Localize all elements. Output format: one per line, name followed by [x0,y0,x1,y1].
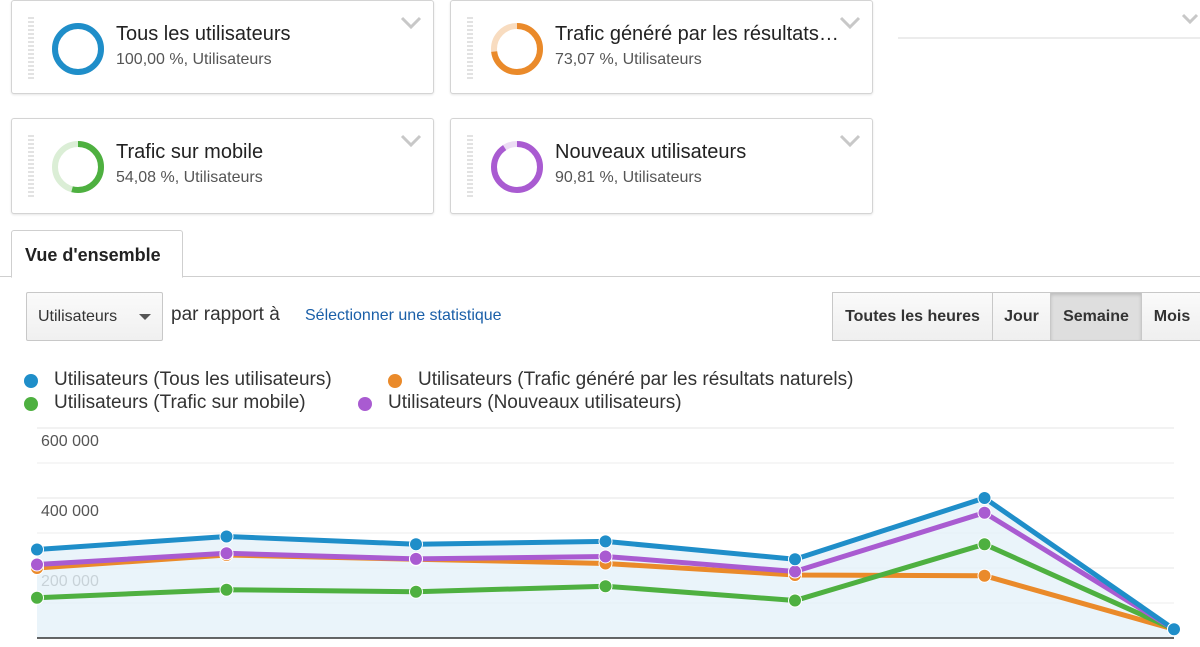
data-point [219,546,234,561]
segment-card-new-users[interactable]: Nouveaux utilisateurs 90,81 %, Utilisate… [450,118,873,214]
y-tick-label: 600 000 [41,433,99,450]
data-point [219,529,234,544]
segment-ring-icon [52,23,104,75]
data-point [409,584,423,599]
data-point [409,537,423,552]
tab-overview[interactable]: Vue d'ensemble [11,230,183,278]
segment-title: Trafic généré par les résultats naturels [555,23,840,45]
data-point [598,549,613,564]
data-point [30,542,44,557]
drag-handle-icon[interactable] [467,135,473,199]
chevron-down-icon[interactable] [838,15,862,31]
data-point [788,593,802,608]
segment-subtitle: 73,07 %, Utilisateurs [555,51,702,68]
caret-down-icon [139,314,151,320]
granularity-hourly-button[interactable]: Toutes les heures [832,292,993,341]
segment-ring-icon [491,141,543,193]
legend-dot-icon [358,397,372,411]
legend-label: Utilisateurs (Tous les utilisateurs) [54,369,332,390]
data-point [977,568,992,583]
segment-title: Tous les utilisateurs [116,23,291,45]
empty-segment-slot[interactable] [898,37,1200,39]
data-point [598,579,613,594]
legend-dot-icon [388,374,402,388]
compare-label: par rapport à [171,304,280,325]
segment-card-mobile-traffic[interactable]: Trafic sur mobile 54,08 %, Utilisateurs [11,118,434,214]
granularity-month-button[interactable]: Mois [1141,292,1200,341]
data-point [409,551,423,566]
drag-handle-icon[interactable] [467,17,473,81]
legend-label: Utilisateurs (Nouveaux utilisateurs) [388,392,682,413]
chevron-down-icon[interactable] [1180,12,1200,26]
segment-ring-icon [52,141,104,193]
metric-select[interactable]: Utilisateurs [26,292,163,341]
select-metric-link[interactable]: Sélectionner une statistique [305,307,502,324]
legend-dot-icon [24,374,38,388]
data-point [977,505,992,520]
data-point [788,564,802,579]
segment-subtitle: 100,00 %, Utilisateurs [116,51,272,68]
metric-select-value: Utilisateurs [38,308,118,325]
tab-bar-divider [0,276,1200,277]
data-point [788,552,802,567]
legend-dot-icon [24,397,38,411]
granularity-buttons: Toutes les heures Jour Semaine Mois [832,292,1200,341]
segment-card-organic-traffic[interactable]: Trafic généré par les résultats naturels… [450,0,873,94]
drag-handle-icon[interactable] [28,135,34,199]
chevron-down-icon[interactable] [838,133,862,149]
drag-handle-icon[interactable] [28,17,34,81]
segment-ring-icon [491,23,543,75]
segment-subtitle: 54,08 %, Utilisateurs [116,169,263,186]
data-point [30,557,44,572]
segment-subtitle: 90,81 %, Utilisateurs [555,169,702,186]
data-point [30,590,44,605]
data-point [598,534,613,549]
granularity-day-button[interactable]: Jour [992,292,1051,341]
segment-title: Nouveaux utilisateurs [555,141,747,163]
chevron-down-icon[interactable] [399,15,423,31]
chevron-down-icon[interactable] [399,133,423,149]
data-point [1167,622,1181,637]
y-tick-label: 400 000 [41,503,99,520]
data-point [219,582,234,597]
data-point [977,537,992,552]
legend-label: Utilisateurs (Trafic sur mobile) [54,392,306,413]
segment-title: Trafic sur mobile [116,141,264,163]
segment-card-all-users[interactable]: Tous les utilisateurs 100,00 %, Utilisat… [11,0,434,94]
data-point [977,491,992,505]
legend-label: Utilisateurs (Trafic généré par les résu… [418,369,854,390]
granularity-week-button[interactable]: Semaine [1050,292,1142,341]
